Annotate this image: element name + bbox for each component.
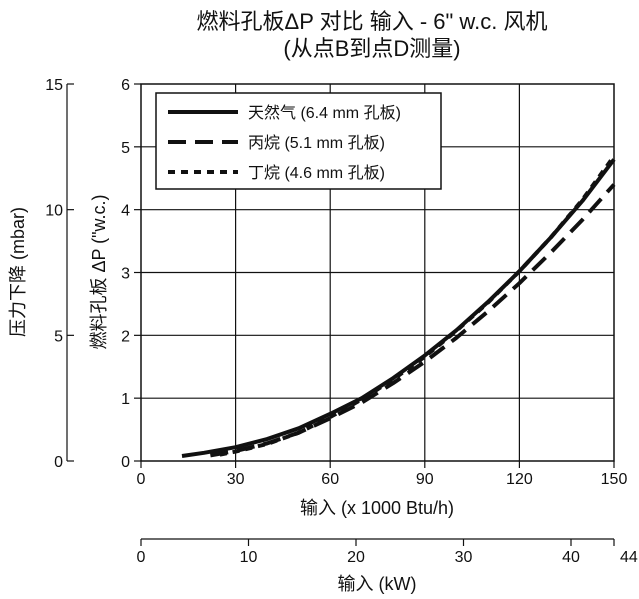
secondary-x-tick-label: 0 — [137, 549, 146, 566]
y-tick-label: 1 — [121, 391, 130, 408]
legend-box — [155, 92, 442, 190]
y-tick-label: 5 — [121, 140, 130, 157]
chart-title-line-2: (从点B到点D测量) — [283, 36, 460, 61]
legend-label-2: 丙烷 (5.1 mm 孔板) — [248, 134, 385, 152]
secondary-x-tick-label: 20 — [347, 549, 365, 566]
series-layer — [181, 155, 616, 458]
y-axis-label-secondary: 压力下降 (mbar) — [8, 207, 28, 337]
secondary-x-tick-label: 44 — [620, 549, 638, 566]
series-line-1 — [181, 158, 616, 458]
legend-layer: 天然气 (6.4 mm 孔板) 丙烷 (5.1 mm 孔板) 丁烷 (4.6 mm … — [155, 92, 442, 190]
y-tick-label: 0 — [121, 454, 130, 471]
secondary-y-tick-label: 10 — [45, 203, 63, 220]
x-tick-label: 0 — [137, 471, 146, 488]
y-axis-label-primary: 燃料孔板 ΔP ("w.c.) — [89, 194, 109, 349]
chart-title-line-1: 燃料孔板ΔP 对比 输入 - 6" w.c. 风机 — [197, 9, 548, 34]
axis-layer — [66, 83, 615, 546]
x-tick-label: 30 — [227, 471, 245, 488]
y-tick-label: 2 — [121, 328, 130, 345]
x-tick-label: 150 — [601, 471, 628, 488]
legend-label-3: 丁烷 (4.6 mm 孔板) — [248, 164, 385, 182]
y-tick-label: 6 — [121, 77, 130, 94]
secondary-x-tick-label: 40 — [562, 549, 580, 566]
x-axis-label-primary: 输入 (x 1000 Btu/h) — [300, 498, 454, 518]
legend-label-1: 天然气 (6.4 mm 孔板) — [248, 104, 401, 122]
secondary-y-tick-label: 5 — [54, 328, 63, 345]
secondary-x-tick-label: 30 — [455, 549, 473, 566]
y-tick-label: 3 — [121, 266, 130, 283]
x-tick-label: 60 — [321, 471, 339, 488]
x-axis-label-secondary: 输入 (kW) — [338, 574, 417, 594]
y-tick-label: 4 — [121, 203, 130, 220]
x-tick-label: 120 — [506, 471, 533, 488]
series-line-3 — [219, 155, 616, 457]
secondary-x-tick-label: 10 — [240, 549, 258, 566]
secondary-y-tick-label: 0 — [54, 454, 63, 471]
x-tick-label: 90 — [416, 471, 434, 488]
secondary-y-tick-label: 15 — [45, 77, 63, 94]
